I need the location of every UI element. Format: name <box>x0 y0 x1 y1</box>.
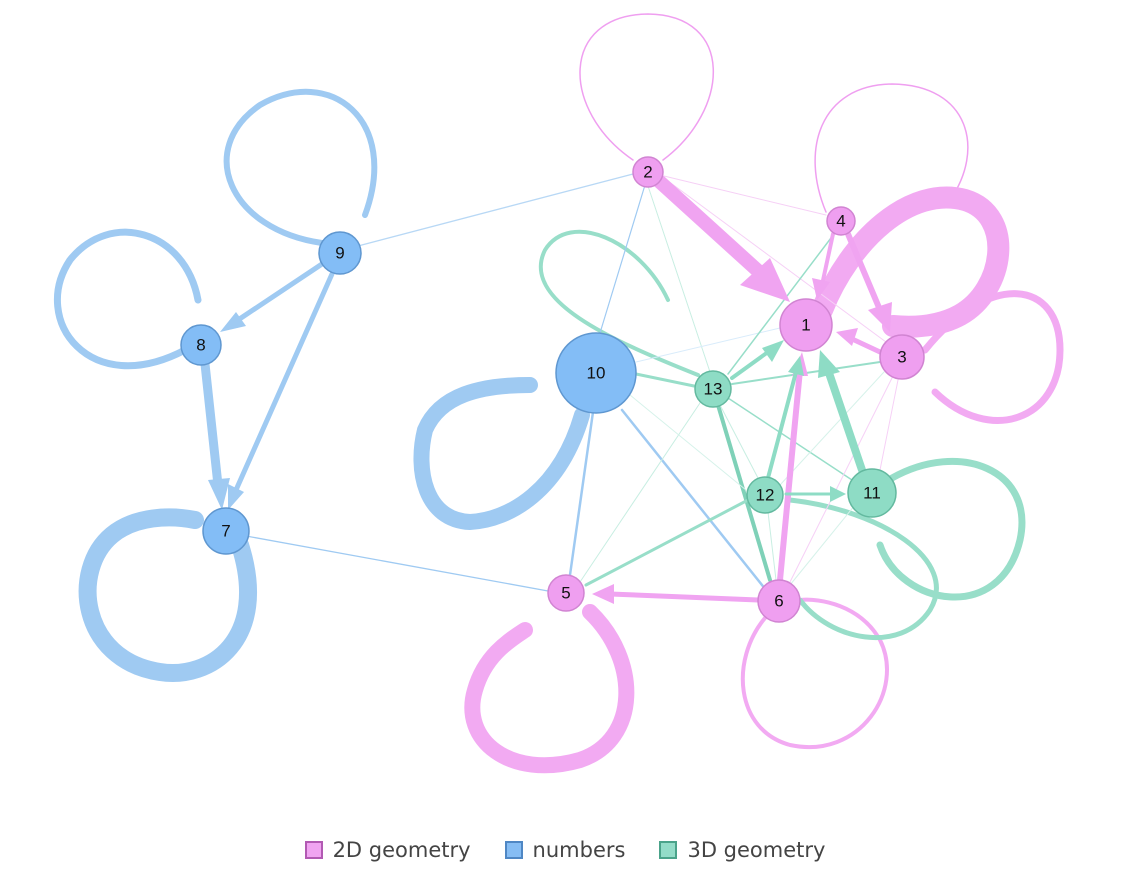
edge-8-7 <box>200 359 223 490</box>
node-9-label: 9 <box>335 244 344 263</box>
edge-6-11 <box>789 504 856 586</box>
edge-3-11 <box>879 379 899 471</box>
nodes: 1 2 3 4 5 6 7 8 9 10 11 12 13 <box>180 156 925 623</box>
arrow-12-1 <box>788 356 804 376</box>
node-4-label: 4 <box>836 212 845 231</box>
arrow-9-7 <box>228 484 244 510</box>
edge-13-1 <box>730 350 770 380</box>
edge-9-7 <box>233 271 335 493</box>
edge-12-6 <box>767 511 777 581</box>
loop-8 <box>54 228 202 370</box>
edge-4-1 <box>820 232 835 287</box>
edge-2-3 <box>663 177 891 346</box>
legend-item-2d-geometry[interactable]: 2D geometry <box>304 838 471 862</box>
edge-13-11 <box>727 397 853 481</box>
legend-label-numbers: numbers <box>532 838 626 862</box>
edge-12-5 <box>584 498 750 587</box>
node-2-label: 2 <box>643 163 652 182</box>
edge-3-12 <box>779 371 885 486</box>
edge-2-13 <box>647 185 711 373</box>
node-4[interactable]: 4 <box>826 206 856 236</box>
node-1[interactable]: 1 <box>779 298 833 352</box>
edge-12-1 <box>766 370 798 480</box>
node-7-label: 7 <box>221 522 230 541</box>
edge-13-5 <box>579 399 703 583</box>
edge-3-1 <box>847 335 883 355</box>
legend-label-3d: 3D geometry <box>687 838 826 862</box>
edge-9-2 <box>357 173 634 247</box>
edge-9-8 <box>235 261 325 323</box>
loop-4 <box>814 83 969 213</box>
arrow-11-1 <box>818 350 840 378</box>
node-8[interactable]: 8 <box>180 324 222 366</box>
loop-9 <box>223 88 378 246</box>
node-5[interactable]: 5 <box>547 574 585 612</box>
node-6-label: 6 <box>774 592 783 611</box>
legend-swatch-2d <box>304 841 323 859</box>
edge-13-6 <box>716 403 772 582</box>
node-11[interactable]: 11 <box>847 468 897 518</box>
legend-item-3d-geometry[interactable]: 3D geometry <box>659 838 825 862</box>
edge-4-3 <box>845 231 883 313</box>
edge-2-1 <box>653 175 775 287</box>
node-5-label: 5 <box>561 584 570 603</box>
edge-10-13 <box>634 372 696 388</box>
arrow-13-1 <box>762 340 784 362</box>
edge-10-6 <box>620 408 768 592</box>
edge-12-10 <box>629 394 747 491</box>
edge-10-5 <box>568 410 595 577</box>
self-loops <box>54 13 1064 774</box>
edge-2-4 <box>663 175 827 216</box>
loop-2 <box>579 13 715 161</box>
loop-12-11 <box>787 497 939 641</box>
thick-edges <box>200 175 892 604</box>
edge-6-1 <box>777 367 803 583</box>
node-7[interactable]: 7 <box>202 507 250 555</box>
loop-1-4 <box>811 186 1010 338</box>
edge-11-1 <box>824 366 866 474</box>
node-3[interactable]: 3 <box>879 334 925 380</box>
edge-3-6 <box>789 377 893 583</box>
loop-7 <box>78 508 257 682</box>
arrow-2-1 <box>740 258 790 302</box>
loop-6 <box>740 597 889 749</box>
node-2[interactable]: 2 <box>632 156 664 188</box>
edge-6-5 <box>607 591 761 603</box>
node-3-label: 3 <box>897 348 906 367</box>
edge-7-5 <box>245 535 549 592</box>
legend: 2D geometry numbers 3D geometry <box>0 838 1130 862</box>
node-1-label: 1 <box>801 316 810 335</box>
node-8-label: 8 <box>196 336 205 355</box>
legend-item-numbers[interactable]: numbers <box>504 838 626 862</box>
node-10[interactable]: 10 <box>555 332 637 414</box>
node-10-label: 10 <box>587 364 606 383</box>
arrow-6-5 <box>592 584 614 604</box>
node-13[interactable]: 13 <box>694 370 732 408</box>
arrow-4-1 <box>812 278 830 300</box>
arrow-4-3 <box>868 302 892 332</box>
edge-4-13 <box>727 233 835 375</box>
edge-10-1 <box>635 327 781 363</box>
arrow-3-1 <box>836 328 858 346</box>
loop-5 <box>464 604 635 774</box>
loop-10 <box>413 377 590 531</box>
loop-11 <box>876 457 1026 601</box>
node-9[interactable]: 9 <box>318 231 362 275</box>
legend-swatch-numbers <box>504 841 523 859</box>
arrow-12-11 <box>830 486 846 502</box>
arrow-8-7 <box>208 478 230 510</box>
edge-2-10 <box>599 184 646 334</box>
arrow-9-8 <box>220 312 246 332</box>
node-11-label: 11 <box>863 484 881 503</box>
node-12[interactable]: 12 <box>746 476 784 514</box>
legend-swatch-3d <box>659 841 678 859</box>
node-12-label: 12 <box>756 486 775 505</box>
legend-label-2d: 2D geometry <box>332 838 471 862</box>
node-6[interactable]: 6 <box>757 579 801 623</box>
node-13-label: 13 <box>704 380 723 399</box>
edge-12-13 <box>719 404 759 479</box>
